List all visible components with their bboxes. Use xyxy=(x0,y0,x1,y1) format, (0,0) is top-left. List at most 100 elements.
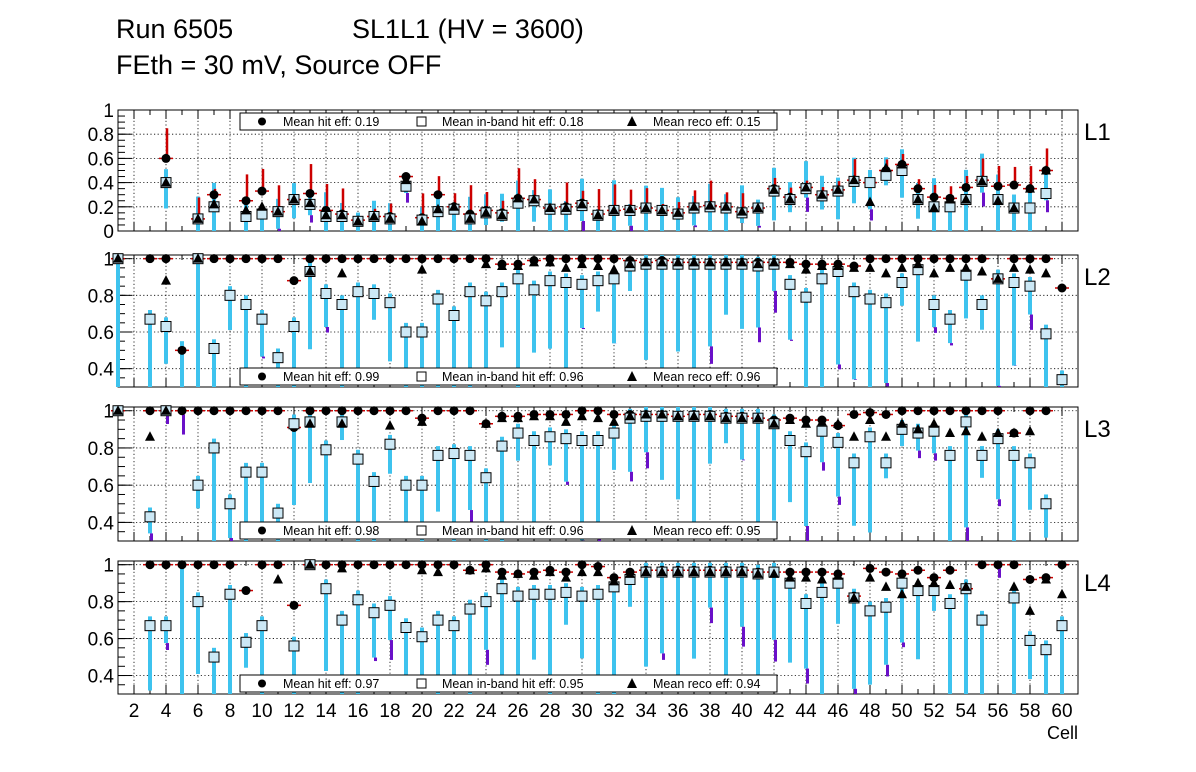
reco-marker xyxy=(465,564,475,575)
inband-marker xyxy=(288,640,300,652)
reco-marker xyxy=(929,202,939,213)
reco-marker xyxy=(961,194,971,204)
reco-marker xyxy=(337,267,347,278)
y-tick-label: 0.2 xyxy=(88,198,114,219)
reco-marker xyxy=(337,562,347,573)
reco-marker xyxy=(433,566,443,577)
reco-marker xyxy=(1009,427,1019,438)
x-tick-label: 24 xyxy=(475,701,497,722)
hit-marker xyxy=(257,406,267,416)
inband-marker xyxy=(560,277,572,288)
inband-marker xyxy=(496,583,508,595)
inband-marker xyxy=(592,275,604,287)
reco-marker xyxy=(769,568,779,578)
reco-marker xyxy=(977,266,987,276)
reco-marker xyxy=(945,427,955,438)
hit-marker xyxy=(961,254,971,264)
reco-marker xyxy=(801,572,811,582)
reco-marker xyxy=(817,416,827,426)
inband-marker xyxy=(560,586,572,598)
inband-marker xyxy=(144,620,156,632)
y-tick-label: 1 xyxy=(103,556,114,577)
reco-marker xyxy=(721,256,731,267)
reco-marker xyxy=(529,410,539,421)
legend-inband-text: Mean in-band hit eff: 0.18 xyxy=(442,115,584,129)
reco-marker xyxy=(145,431,155,441)
reco-marker xyxy=(833,184,843,194)
inband-marker xyxy=(432,449,444,461)
inband-marker xyxy=(464,603,476,615)
reco-marker xyxy=(337,418,347,428)
reco-marker xyxy=(721,566,731,577)
reco-marker xyxy=(913,423,923,434)
hit-marker xyxy=(337,406,347,416)
legend-hit-text: Mean hit eff: 0.19 xyxy=(283,115,379,129)
reco-marker xyxy=(1025,425,1035,436)
hit-marker xyxy=(897,569,907,579)
reco-marker xyxy=(577,566,587,577)
inband-marker xyxy=(928,299,940,310)
hit-marker xyxy=(577,406,587,416)
inband-marker xyxy=(352,286,364,298)
inband-marker xyxy=(272,507,284,519)
reco-marker xyxy=(641,256,651,267)
hit-marker xyxy=(257,254,267,264)
reco-marker xyxy=(817,189,827,199)
reco-marker xyxy=(385,420,395,430)
x-axis-title: Cell xyxy=(1047,723,1078,743)
inband-marker xyxy=(288,418,300,430)
hit-marker xyxy=(1041,254,1051,264)
inband-marker xyxy=(800,597,812,609)
reco-marker xyxy=(497,209,507,220)
hit-marker xyxy=(881,409,891,419)
reco-marker xyxy=(273,206,283,216)
legend-inband-icon xyxy=(416,525,427,536)
inband-marker xyxy=(256,313,268,325)
inband-marker xyxy=(480,472,492,484)
inband-marker xyxy=(400,326,412,338)
hit-marker xyxy=(337,254,347,264)
reco-marker xyxy=(849,174,859,185)
x-tick-label: 22 xyxy=(443,701,464,722)
reco-marker xyxy=(1041,267,1051,278)
reco-marker xyxy=(577,410,587,421)
hit-marker xyxy=(193,406,203,416)
inband-marker xyxy=(576,435,588,446)
reco-marker xyxy=(945,194,955,204)
x-tick-label: 36 xyxy=(667,701,688,722)
inband-marker xyxy=(368,288,380,299)
reco-marker xyxy=(721,201,731,211)
legend-hit-icon xyxy=(258,372,266,381)
reco-marker xyxy=(545,256,555,267)
inband-marker xyxy=(880,601,892,613)
reco-marker xyxy=(113,405,123,415)
inband-marker xyxy=(448,448,460,460)
hit-marker xyxy=(225,560,235,570)
inband-marker xyxy=(528,588,540,600)
reco-marker xyxy=(561,262,571,272)
hit-marker xyxy=(433,406,443,416)
reco-marker xyxy=(657,566,667,577)
reco-marker xyxy=(609,264,619,274)
hit-marker xyxy=(401,406,411,416)
reco-marker xyxy=(401,174,411,185)
reco-marker xyxy=(561,572,571,582)
hit-marker xyxy=(225,254,235,264)
inband-marker xyxy=(848,286,860,298)
y-tick-label: 1 xyxy=(103,402,114,423)
reco-marker xyxy=(881,162,891,173)
hit-marker xyxy=(225,406,235,416)
legend-reco-icon xyxy=(627,116,637,126)
reco-marker xyxy=(945,262,955,272)
reco-marker xyxy=(673,410,683,421)
inband-marker xyxy=(400,479,412,491)
hit-marker xyxy=(913,184,923,194)
reco-marker xyxy=(801,418,811,428)
hit-marker xyxy=(609,254,619,264)
reco-marker xyxy=(833,260,843,270)
x-tick-label: 48 xyxy=(859,701,880,722)
inband-marker xyxy=(944,597,956,609)
inband-marker xyxy=(448,310,460,321)
reco-marker xyxy=(545,410,555,421)
legend-reco-text: Mean reco eff: 0.94 xyxy=(653,677,761,691)
